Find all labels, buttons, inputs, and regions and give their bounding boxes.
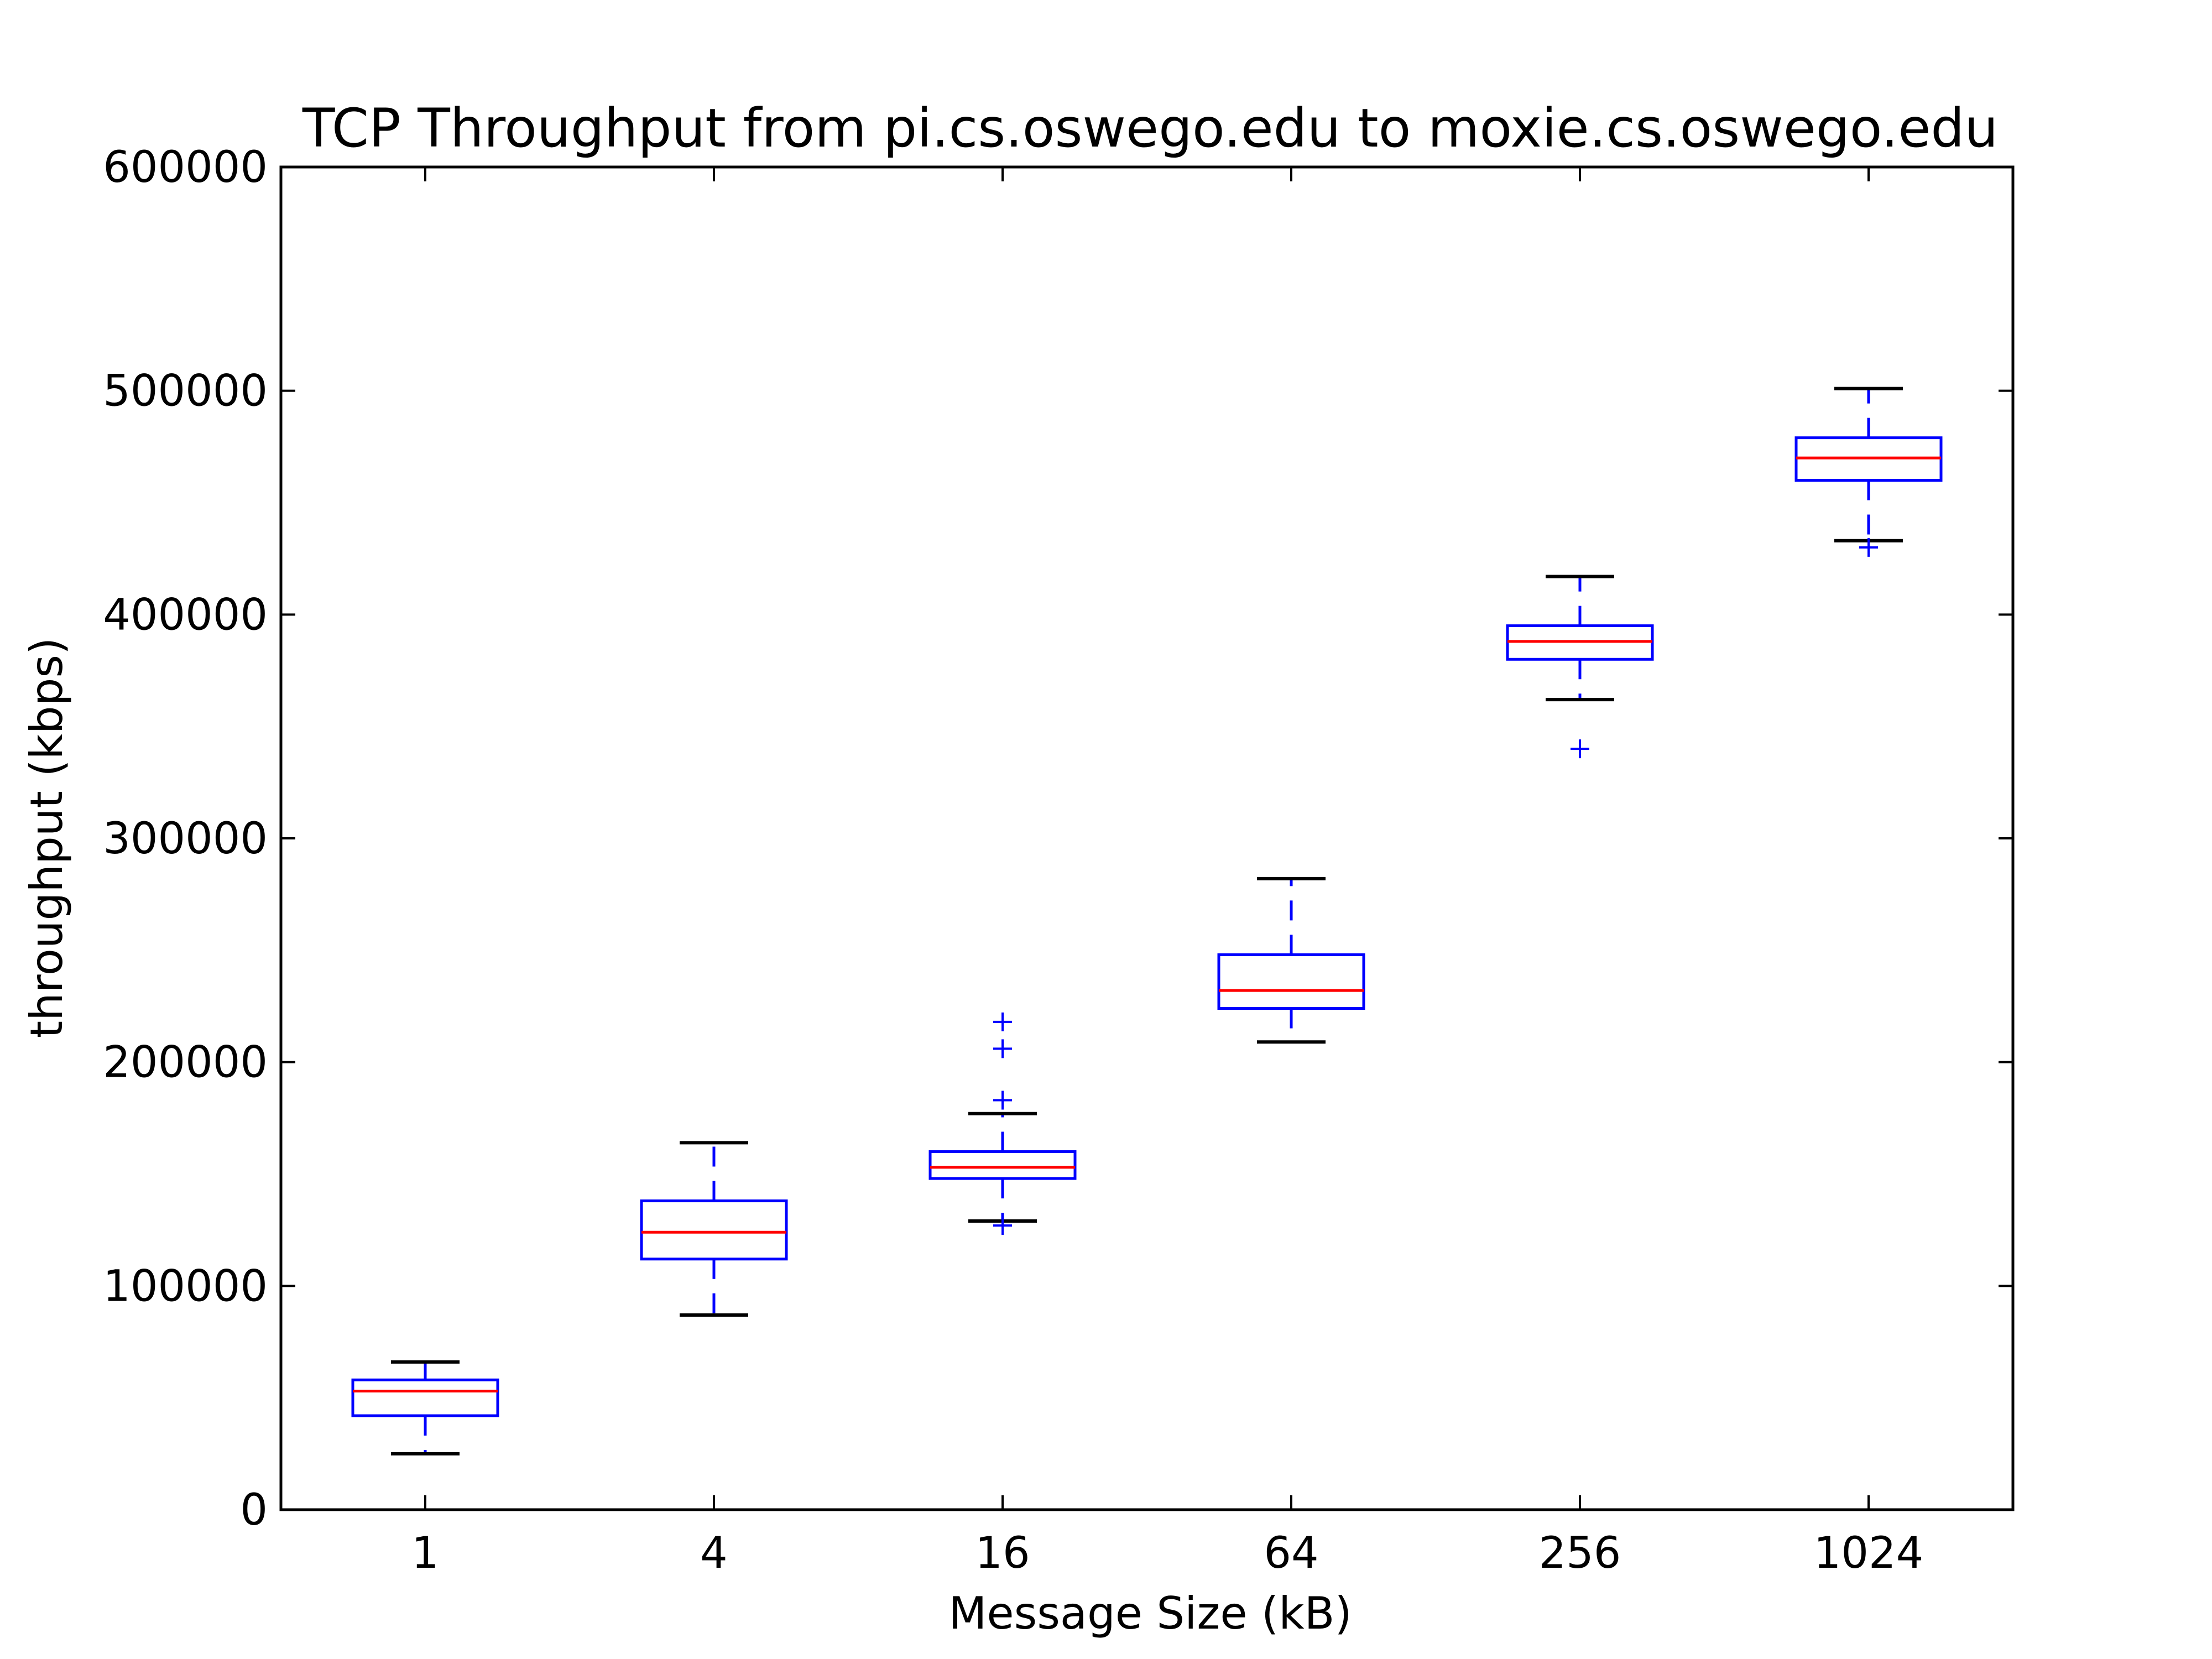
box-series xyxy=(351,387,1943,1455)
box-group xyxy=(1506,575,1654,759)
x-tick-label: 64 xyxy=(1264,1528,1318,1578)
box-iqr xyxy=(640,1199,788,1261)
box-group xyxy=(1217,877,1365,1044)
outlier-marker xyxy=(993,1012,1012,1031)
y-axis-label: throughput (kbps) xyxy=(21,638,72,1039)
box-iqr xyxy=(928,1150,1077,1180)
y-tick-label: 300000 xyxy=(103,814,268,864)
outlier-marker xyxy=(993,1216,1012,1235)
outlier-marker xyxy=(993,1091,1012,1110)
box-group xyxy=(928,1012,1077,1235)
outlier-marker xyxy=(993,1039,1012,1058)
y-tick-label: 0 xyxy=(240,1485,268,1535)
y-tick-label: 200000 xyxy=(103,1038,268,1088)
x-tick-label: 1024 xyxy=(1814,1528,1924,1578)
y-tick-label: 400000 xyxy=(103,590,268,640)
y-tick-label: 600000 xyxy=(103,143,268,192)
y-tick-label: 500000 xyxy=(103,367,268,416)
box-group xyxy=(640,1141,788,1317)
x-axis-label: Message Size (kB) xyxy=(948,1588,1352,1639)
outlier-marker xyxy=(1571,739,1589,759)
box-iqr xyxy=(1217,953,1365,1010)
outlier-marker xyxy=(1859,538,1878,557)
axis-ticks: 0 100000 200000 300000 400000 500000 600000 1 4 1… xyxy=(103,143,2013,1578)
box-group xyxy=(1794,387,1943,557)
x-tick-label: 16 xyxy=(975,1528,1030,1578)
chart-title: TCP Throughput from pi.cs.oswego.edu to … xyxy=(302,97,1998,159)
y-tick-label: 100000 xyxy=(103,1261,268,1311)
box-iqr xyxy=(351,1378,499,1417)
x-tick-label: 256 xyxy=(1539,1528,1621,1578)
plot-frame xyxy=(279,165,2015,1511)
box-group xyxy=(351,1360,499,1455)
x-tick-label: 4 xyxy=(700,1528,728,1578)
x-tick-label: 1 xyxy=(411,1528,439,1578)
